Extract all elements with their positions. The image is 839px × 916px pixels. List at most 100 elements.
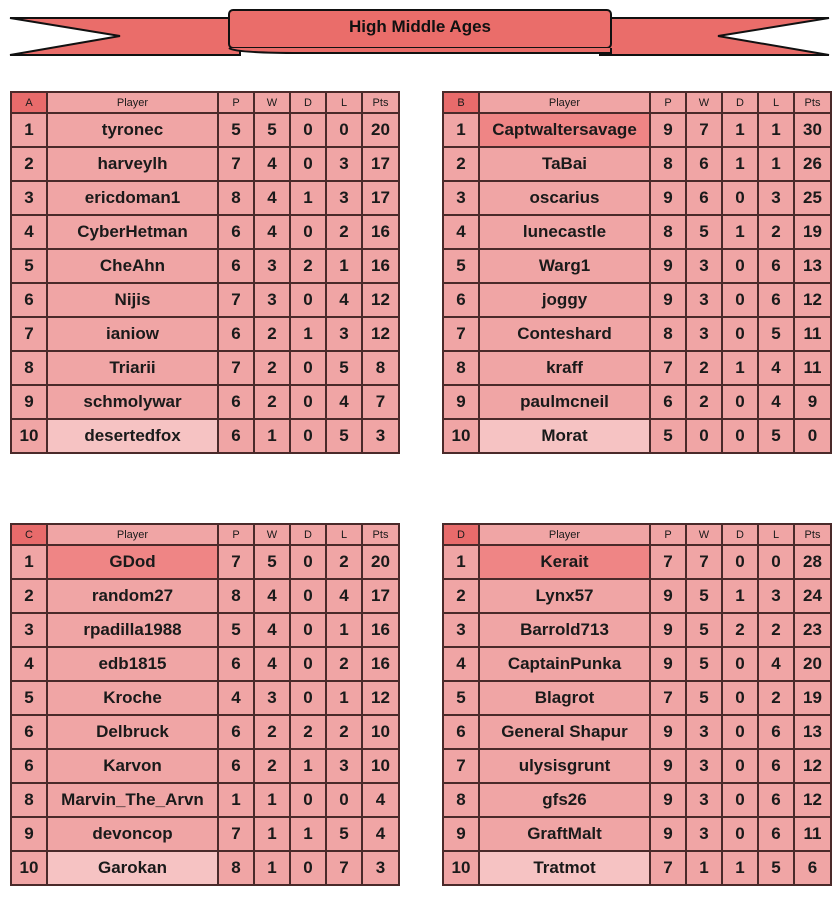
group-b-table: B Player P W D L Pts 1 Captwaltersavage 9 7 1 1 30 2 Ta…	[442, 91, 832, 454]
player-cell: Kroche	[46, 680, 219, 716]
won-cell: 2	[685, 384, 723, 420]
table-row: 7 Conteshard 8 3 0 5 11	[442, 316, 832, 352]
player-cell: edb1815	[46, 646, 219, 682]
points-cell: 23	[793, 612, 832, 648]
played-cell: 6	[649, 384, 687, 420]
played-cell: 6	[217, 748, 255, 784]
played-cell: 8	[649, 316, 687, 352]
rank-cell: 1	[10, 544, 48, 580]
lost-cell: 5	[325, 418, 363, 454]
points-cell: 30	[793, 112, 832, 148]
played-cell: 6	[217, 714, 255, 750]
rank-cell: 3	[10, 180, 48, 216]
won-cell: 5	[685, 680, 723, 716]
drawn-cell: 1	[289, 180, 327, 216]
lost-cell: 6	[757, 282, 795, 318]
rank-cell: 9	[10, 816, 48, 852]
table-row: 8 Marvin_The_Arvn 1 1 0 0 4	[10, 782, 400, 818]
rank-cell: 5	[442, 680, 480, 716]
drawn-cell: 0	[289, 850, 327, 886]
lost-cell: 4	[757, 384, 795, 420]
won-cell: 3	[253, 680, 291, 716]
drawn-cell: 0	[289, 544, 327, 580]
player-cell: random27	[46, 578, 219, 614]
lost-cell: 4	[757, 646, 795, 682]
column-header-won: W	[685, 91, 723, 114]
header-row: B Player P W D L Pts	[442, 91, 832, 114]
drawn-cell: 1	[721, 578, 759, 614]
won-cell: 6	[685, 146, 723, 182]
points-cell: 12	[361, 680, 400, 716]
played-cell: 8	[217, 578, 255, 614]
player-cell: Garokan	[46, 850, 219, 886]
points-cell: 7	[361, 384, 400, 420]
group-label: D	[442, 523, 480, 546]
won-cell: 3	[253, 282, 291, 318]
rank-cell: 7	[10, 316, 48, 352]
won-cell: 1	[253, 850, 291, 886]
table-row: 2 harveylh 7 4 0 3 17	[10, 146, 400, 182]
group-d-table: D Player P W D L Pts 1 Kerait 7 7 0 0 28 2 Lynx57 9 5 1 3 24…	[442, 523, 832, 886]
drawn-cell: 1	[289, 816, 327, 852]
rank-cell: 10	[442, 850, 480, 886]
played-cell: 7	[217, 544, 255, 580]
played-cell: 7	[649, 680, 687, 716]
played-cell: 5	[217, 112, 255, 148]
points-cell: 3	[361, 418, 400, 454]
drawn-cell: 0	[721, 816, 759, 852]
lost-cell: 0	[325, 782, 363, 818]
rank-cell: 6	[442, 714, 480, 750]
lost-cell: 6	[757, 714, 795, 750]
won-cell: 2	[253, 316, 291, 352]
table-row: 5 Kroche 4 3 0 1 12	[10, 680, 400, 716]
player-cell: TaBai	[478, 146, 651, 182]
rank-cell: 6	[10, 714, 48, 750]
played-cell: 5	[649, 418, 687, 454]
lost-cell: 2	[325, 646, 363, 682]
table-row: 6 Nijis 7 3 0 4 12	[10, 282, 400, 318]
table-row: 8 kraff 7 2 1 4 11	[442, 350, 832, 386]
drawn-cell: 0	[289, 782, 327, 818]
player-cell: lunecastle	[478, 214, 651, 250]
lost-cell: 7	[325, 850, 363, 886]
rank-cell: 8	[442, 350, 480, 386]
table-row: 6 Karvon 6 2 1 3 10	[10, 748, 400, 784]
column-header-drawn: D	[289, 91, 327, 114]
drawn-cell: 0	[721, 782, 759, 818]
rank-cell: 9	[442, 816, 480, 852]
won-cell: 5	[685, 612, 723, 648]
column-header-points: Pts	[793, 523, 832, 546]
player-cell: CaptainPunka	[478, 646, 651, 682]
points-cell: 4	[361, 816, 400, 852]
rank-cell: 7	[442, 748, 480, 784]
table-row: 10 Garokan 8 1 0 7 3	[10, 850, 400, 886]
table-row: 7 ulysisgrunt 9 3 0 6 12	[442, 748, 832, 784]
rank-cell: 1	[442, 544, 480, 580]
played-cell: 1	[217, 782, 255, 818]
column-header-won: W	[685, 523, 723, 546]
played-cell: 9	[649, 714, 687, 750]
table-row: 9 devoncop 7 1 1 5 4	[10, 816, 400, 852]
won-cell: 1	[253, 418, 291, 454]
lost-cell: 1	[325, 680, 363, 716]
player-cell: Triarii	[46, 350, 219, 386]
points-cell: 19	[793, 214, 832, 250]
drawn-cell: 2	[721, 612, 759, 648]
points-cell: 17	[361, 180, 400, 216]
column-header-player: Player	[478, 91, 651, 114]
played-cell: 4	[217, 680, 255, 716]
points-cell: 11	[793, 350, 832, 386]
table-row: 4 edb1815 6 4 0 2 16	[10, 646, 400, 682]
won-cell: 2	[253, 714, 291, 750]
played-cell: 6	[217, 646, 255, 682]
lost-cell: 6	[757, 248, 795, 284]
played-cell: 6	[217, 384, 255, 420]
won-cell: 1	[253, 782, 291, 818]
player-cell: Delbruck	[46, 714, 219, 750]
player-cell: Kerait	[478, 544, 651, 580]
column-header-drawn: D	[289, 523, 327, 546]
rank-cell: 2	[442, 146, 480, 182]
player-cell: Marvin_The_Arvn	[46, 782, 219, 818]
drawn-cell: 1	[721, 146, 759, 182]
table-row: 1 GDod 7 5 0 2 20	[10, 544, 400, 580]
